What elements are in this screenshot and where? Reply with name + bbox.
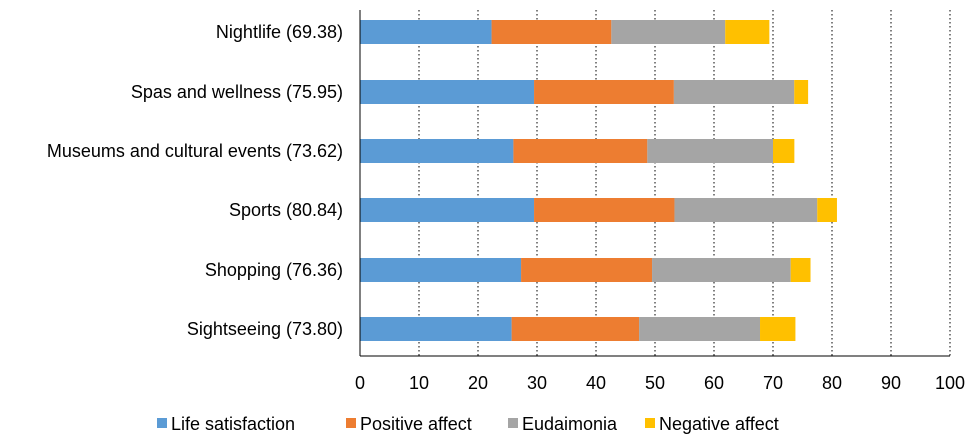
x-tick-label: 0	[355, 373, 365, 393]
bars	[360, 20, 837, 341]
bar-segment	[360, 139, 514, 163]
legend-swatch	[645, 418, 655, 428]
x-tick-label: 60	[704, 373, 724, 393]
category-label: Nightlife (69.38)	[216, 22, 343, 42]
x-tick-label: 100	[935, 373, 965, 393]
bar-segment	[511, 317, 640, 341]
legend-swatch	[508, 418, 518, 428]
legend-label: Positive affect	[360, 414, 472, 434]
bar-segment	[773, 139, 795, 163]
bar-segment	[674, 198, 818, 222]
bar-segment	[817, 198, 837, 222]
x-tick-label: 90	[881, 373, 901, 393]
bar-segment	[360, 20, 492, 44]
x-tick-label: 50	[645, 373, 665, 393]
legend: Life satisfaction Positive affect Eudaimon…	[157, 414, 779, 434]
bar-segment	[725, 20, 770, 44]
bar-segment	[534, 198, 675, 222]
legend-label: Life satisfaction	[171, 414, 295, 434]
bar-segment	[639, 317, 761, 341]
bar-segment	[360, 198, 535, 222]
category-label: Sports (80.84)	[229, 200, 343, 220]
bar-segment	[647, 139, 773, 163]
category-label: Museums and cultural events (73.62)	[47, 141, 343, 161]
bar-segment	[652, 258, 791, 282]
bar-segment	[534, 80, 674, 104]
category-label: Shopping (76.36)	[205, 260, 343, 280]
bar-segment	[360, 317, 512, 341]
category-label: Spas and wellness (75.95)	[131, 82, 343, 102]
x-tick-label: 40	[586, 373, 606, 393]
bar-segment	[360, 80, 535, 104]
x-tick-label: 70	[763, 373, 783, 393]
legend-label: Negative affect	[659, 414, 779, 434]
category-label: Sightseeing (73.80)	[187, 319, 343, 339]
bar-segment	[790, 258, 811, 282]
bar-segment	[491, 20, 612, 44]
bar-segment	[673, 80, 795, 104]
x-tick-label: 20	[468, 373, 488, 393]
bar-segment	[794, 80, 809, 104]
bar-segment	[760, 317, 796, 341]
legend-swatch	[346, 418, 356, 428]
x-tick-label: 80	[822, 373, 842, 393]
bar-segment	[521, 258, 653, 282]
bar-segment	[513, 139, 648, 163]
bar-segment	[360, 258, 522, 282]
x-tick-label: 30	[527, 373, 547, 393]
gridlines	[418, 10, 951, 356]
x-tick-label: 10	[409, 373, 429, 393]
legend-swatch	[157, 418, 167, 428]
axes: 0 10 20 30 40 50 60 70 80 90 100 Sightseeing (73.80…	[47, 10, 965, 393]
bar-segment	[611, 20, 726, 44]
legend-label: Eudaimonia	[522, 414, 618, 434]
